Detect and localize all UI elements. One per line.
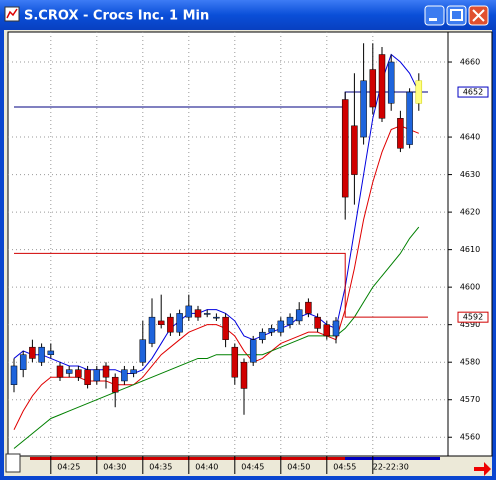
candle-body (167, 316, 174, 333)
price-label: 4592 (463, 313, 483, 322)
x-tick-label: 04:35 (149, 463, 172, 472)
scroll-arrow[interactable] (474, 462, 491, 476)
candle-body (29, 346, 36, 359)
price-label-box (457, 86, 489, 98)
x-tick-label: 04:25 (57, 463, 80, 472)
candle-body (323, 324, 331, 337)
candle-body (176, 313, 183, 333)
x-tick-label: 04:50 (287, 463, 310, 472)
candle-body (139, 339, 147, 363)
candle-body (194, 309, 202, 318)
y-tick-label: 4580 (460, 358, 480, 367)
candle-body (240, 361, 248, 389)
price-label-box (457, 311, 489, 323)
y-tick-label: 4630 (460, 170, 480, 179)
candle-body (130, 369, 137, 374)
close-button[interactable] (468, 5, 489, 26)
x-tick-label: 04:45 (241, 463, 264, 472)
y-tick-label: 4560 (460, 433, 480, 442)
line-ref-red (14, 252, 428, 318)
icon-glyph (6, 8, 18, 19)
line-fast (13, 53, 420, 374)
candle-body (397, 118, 404, 149)
session-bar (30, 457, 345, 460)
candle-body (341, 99, 349, 198)
y-tick-label: 4600 (460, 283, 480, 292)
candle-body (351, 125, 358, 175)
candle-body (406, 91, 413, 145)
candle-body (111, 376, 119, 393)
candle-body (213, 316, 220, 319)
candle-body (259, 331, 266, 340)
candle-body (148, 316, 156, 344)
candle-body (249, 339, 257, 363)
candle-body (75, 369, 82, 378)
candle-body (93, 369, 101, 382)
max-button[interactable] (446, 5, 467, 26)
line-slow (13, 226, 420, 449)
line-medium (13, 125, 419, 430)
candle-body (47, 350, 55, 355)
candle-body (369, 69, 377, 108)
price-label: 4652 (463, 88, 483, 97)
candle-body (185, 305, 193, 318)
y-tick-label: 4590 (460, 320, 480, 329)
candle-body (56, 365, 64, 378)
line-ref-blue (14, 91, 428, 108)
y-tick-label: 4610 (460, 245, 480, 254)
candle-body (295, 309, 303, 322)
candle-body (305, 301, 312, 314)
y-tick-label: 4640 (460, 133, 480, 142)
candle-body (10, 365, 18, 385)
candle-body (332, 320, 340, 337)
candle-body (38, 346, 45, 363)
x-tick-label: 04:30 (103, 463, 126, 472)
x-tick-label: 22-22:30 (373, 463, 409, 472)
candle-body (121, 369, 128, 382)
y-tick-label: 4620 (460, 208, 480, 217)
y-tick-label: 4660 (460, 58, 480, 67)
candle-body (277, 320, 285, 333)
scroll-box[interactable] (5, 453, 21, 473)
candle-body (84, 369, 91, 385)
candle-body (387, 61, 395, 104)
candle-body (203, 313, 211, 315)
x-tick-label: 04:55 (333, 463, 356, 472)
candle-body (415, 80, 423, 104)
x-tick-label: 04:40 (195, 463, 218, 472)
candle-body (314, 316, 321, 329)
candle-body (65, 369, 73, 374)
window-title: S.CROX - Crocs Inc. 1 Min (24, 9, 209, 24)
candle-body (157, 320, 165, 325)
y-tick-label: 4570 (460, 395, 480, 404)
candle-body (286, 316, 294, 325)
candle-body (102, 365, 110, 378)
candle-body (360, 80, 367, 138)
candle-body (19, 354, 27, 370)
candle-body (268, 328, 275, 333)
session-bar (345, 457, 440, 460)
title-bar (0, 0, 496, 30)
candle-body (378, 54, 386, 119)
price-axis (447, 31, 493, 457)
candle-body (222, 316, 229, 340)
min-button[interactable] (424, 5, 445, 26)
candle-body (231, 346, 239, 378)
